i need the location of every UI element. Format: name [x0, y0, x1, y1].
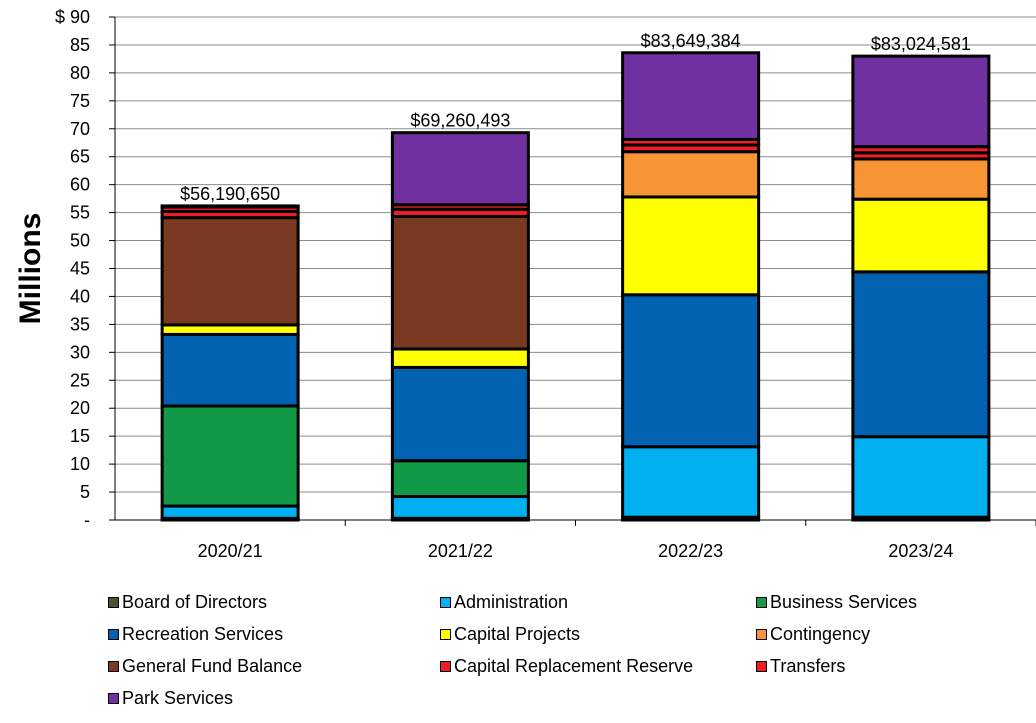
y-tick-label: 85	[70, 35, 90, 55]
bar-segment	[160, 204, 300, 209]
bar-segment	[160, 404, 300, 508]
legend-label: Recreation Services	[122, 624, 284, 644]
y-tick-label: 30	[70, 342, 90, 362]
bar-segment	[621, 445, 761, 519]
legend-item: Board of Directors	[108, 592, 267, 613]
bar-total-label: $56,190,650	[180, 184, 280, 204]
legend-label: Administration	[454, 592, 569, 612]
legend-swatch	[108, 661, 119, 672]
y-tick-label: 55	[70, 203, 90, 223]
bar-segment	[851, 435, 991, 519]
bar-segment	[160, 216, 300, 327]
y-tick-label: 60	[70, 175, 90, 195]
legend-item: Administration	[440, 592, 568, 613]
y-tick-label: 20	[70, 398, 90, 418]
legend-swatch	[756, 629, 767, 640]
bar-segment	[621, 293, 761, 449]
legend-label: Capital Replacement Reserve	[454, 656, 694, 676]
legend-swatch	[440, 597, 451, 608]
bar-total-label: $69,260,493	[410, 111, 510, 131]
y-tick-label: 35	[70, 314, 90, 334]
legend-swatch	[756, 661, 767, 672]
legend-item: General Fund Balance	[108, 656, 302, 677]
legend-item: Recreation Services	[108, 624, 283, 645]
bar-segment	[390, 365, 530, 463]
legend-item: Park Services	[108, 688, 233, 709]
y-tick-label: 75	[70, 91, 90, 111]
y-tick-label: 80	[70, 63, 90, 83]
legend-swatch	[440, 629, 451, 640]
y-tick-label: 5	[80, 482, 90, 502]
bar-segment	[160, 332, 300, 408]
y-tick-label: 45	[70, 259, 90, 279]
legend-swatch	[108, 693, 119, 704]
legend-swatch	[108, 629, 119, 640]
y-tick-label: 25	[70, 370, 90, 390]
legend-item: Transfers	[756, 656, 845, 677]
legend-item: Business Services	[756, 592, 917, 613]
bar-segment	[851, 157, 991, 201]
bar-segment	[621, 195, 761, 297]
bar-segment	[390, 131, 530, 207]
legend-item: Capital Replacement Reserve	[440, 656, 693, 677]
y-tick-label: -	[84, 510, 90, 530]
stacked-bar-chart: - 5 10 15 20 25 30 35 40 45 50 55 60 65 70 75 80 85 $ 90 Mi…	[14, 7, 1036, 561]
bar-segment	[390, 215, 530, 351]
legend-label: General Fund Balance	[122, 656, 303, 676]
bar-segment	[851, 54, 991, 149]
y-tick-label: 65	[70, 147, 90, 167]
y-tick-label: 50	[70, 231, 90, 251]
bar-segment	[621, 150, 761, 199]
legend-label: Board of Directors	[122, 592, 268, 612]
x-tick-label: 2022/23	[658, 541, 723, 561]
legend-swatch	[756, 597, 767, 608]
legend-label: Business Services	[770, 592, 918, 612]
bar-segment	[621, 51, 761, 141]
y-tick-label: 70	[70, 119, 90, 139]
legend-label: Contingency	[770, 624, 871, 644]
legend-item: Contingency	[756, 624, 870, 645]
x-tick-label: 2021/22	[428, 541, 493, 561]
bar-segment	[390, 495, 530, 520]
y-axis-title: Millions	[14, 213, 47, 325]
legend-swatch	[440, 661, 451, 672]
bar-total-label: $83,649,384	[641, 31, 741, 51]
bar-total-label: $83,024,581	[871, 34, 971, 54]
bar-segment	[851, 197, 991, 274]
legend-label: Capital Projects	[454, 624, 581, 644]
y-tick-label: $ 90	[55, 7, 90, 27]
legend-swatch	[108, 597, 119, 608]
x-tick-label: 2020/21	[198, 541, 263, 561]
legend-item: Capital Projects	[440, 624, 580, 645]
bar-segment	[851, 270, 991, 439]
y-tick-label: 40	[70, 286, 90, 306]
y-tick-label: 15	[70, 426, 90, 446]
bar-segment	[160, 504, 300, 520]
legend-label: Park Services	[122, 688, 234, 708]
x-tick-label: 2023/24	[888, 541, 953, 561]
legend-label: Transfers	[770, 656, 846, 676]
bar-segment	[390, 347, 530, 369]
bar-segment	[390, 459, 530, 499]
y-tick-label: 10	[70, 454, 90, 474]
